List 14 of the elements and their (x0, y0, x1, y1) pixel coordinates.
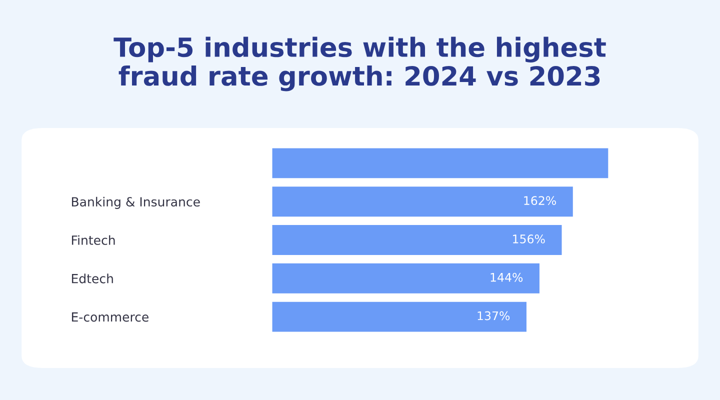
y-tick-label: Fintech (72, 235, 115, 245)
bar (272, 148, 608, 178)
y-tick-label: Edtech (72, 274, 113, 284)
data-label: 156% (513, 234, 545, 244)
chart-title: Top-5 industries with the highest fraud rate growth: 2024 vs 2023 (114, 36, 606, 92)
bar (272, 263, 540, 294)
bar (272, 302, 526, 332)
y-tick-label: E-commerce (72, 312, 148, 322)
y-tick-label: Banking & Insurance (72, 196, 200, 209)
data-label: 162% (524, 196, 556, 206)
bar (272, 186, 573, 217)
data-label: 137% (478, 311, 510, 320)
data-label: 144% (490, 272, 523, 282)
bar (272, 225, 562, 255)
